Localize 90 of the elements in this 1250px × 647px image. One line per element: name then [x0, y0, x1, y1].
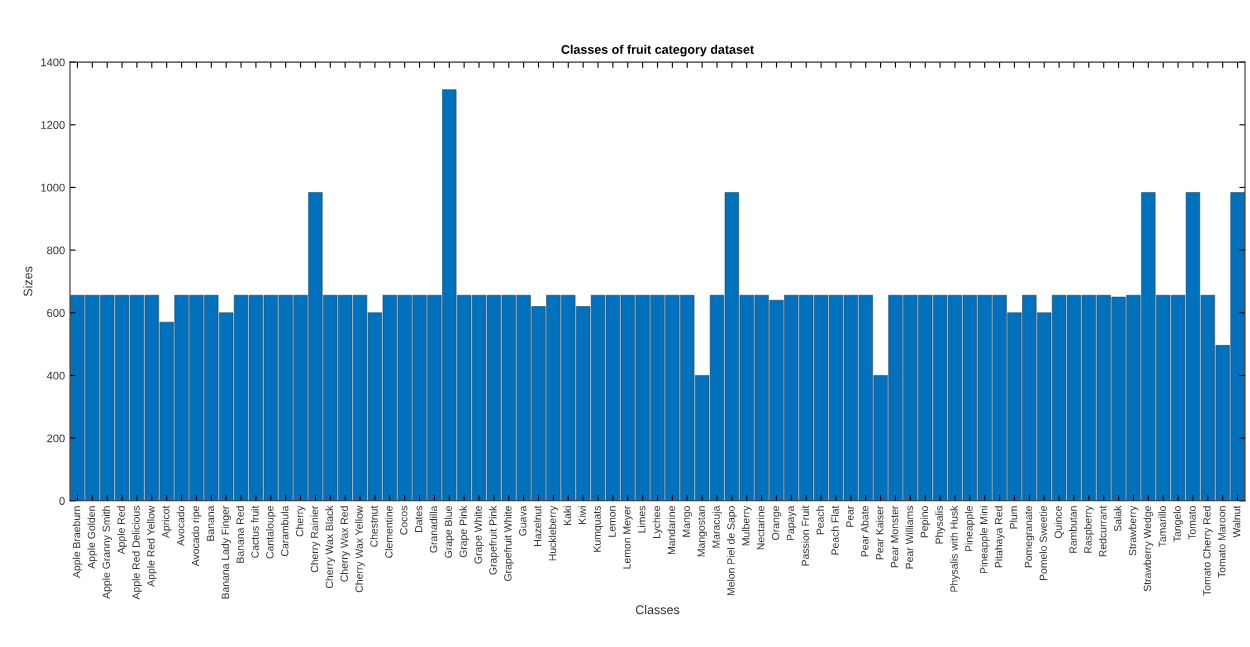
x-tick-label: Apple Red Delicious — [132, 506, 142, 600]
x-tick-label: Tomato Maroon — [1218, 506, 1226, 578]
x-tick-label: Cherry Wax Red — [340, 506, 351, 582]
x-tick-label: Clementine — [384, 506, 393, 558]
x-tick-label: Raspberry — [1083, 505, 1094, 553]
x-tick-label: Salak — [1113, 505, 1122, 532]
x-tick-label: Huckleberry — [548, 505, 559, 561]
x-tick-label: Grapefruit Pink — [489, 505, 499, 575]
y-tick-label: 1200 — [41, 121, 65, 129]
x-tick-label: Lychee — [652, 506, 663, 538]
x-tick-label: Grape White — [474, 506, 484, 564]
x-tick-label: Apricot — [161, 505, 172, 539]
x-tick-label: Pomelo Sweetie — [1039, 506, 1048, 581]
x-tick-label: Pomegranate — [1024, 506, 1035, 568]
x-tick-label: Tangelo — [1173, 506, 1183, 542]
x-tick-label: Apple Braeburn — [72, 506, 83, 578]
x-tick-label: Guava — [519, 505, 527, 536]
y-axis-title: Sizes — [23, 266, 33, 297]
x-tick-label: Mulberry — [741, 505, 752, 546]
x-tick-label: Plum — [1009, 506, 1018, 529]
chart-title: Classes of fruit category dataset — [561, 44, 754, 57]
x-tick-label: Limes — [637, 506, 646, 533]
x-tick-label: Peach Flat — [831, 505, 839, 555]
x-tick-label: Apple Red Yellow — [146, 505, 157, 587]
x-tick-label: Granadilla — [429, 505, 438, 553]
y-tick-label: 200 — [47, 434, 65, 443]
x-tick-label: Redcurrant — [1098, 505, 1107, 557]
x-tick-label: Strawberry — [1128, 505, 1139, 556]
x-tick-label: Hazelnut — [533, 505, 542, 546]
x-tick-label: Grape Pink — [459, 505, 469, 558]
x-tick-label: Apple Granny Smith — [102, 506, 113, 599]
x-tick-label: Apple Red — [117, 506, 127, 555]
x-tick-label: Orange — [771, 506, 782, 540]
x-tick-label: Passion Fruit — [801, 505, 810, 566]
y-tick-label: 1000 — [41, 183, 65, 192]
x-tick-label: Pitahaya Red — [994, 506, 1005, 568]
x-tick-label: Melon Piel de Sapo — [727, 506, 737, 596]
x-tick-label: Avocado ripe — [191, 506, 202, 567]
x-tick-label: Maracuja — [712, 505, 722, 548]
x-tick-label: Banana Lady Finger — [221, 505, 232, 599]
x-tick-label: Avocado — [176, 506, 185, 546]
x-tick-label: Carambula — [280, 505, 289, 557]
x-tick-label: Kumquats — [593, 506, 603, 552]
x-tick-label: Quince — [1054, 506, 1064, 539]
x-tick-label: Peach — [816, 506, 824, 535]
x-tick-label: Pineapple Mini — [979, 506, 990, 574]
y-tick-label: 1400 — [41, 58, 65, 67]
x-tick-label: Banana — [206, 505, 215, 541]
x-tick-label: Cherry Wax Yellow — [355, 505, 365, 593]
x-tick-label: Pear Monster — [891, 505, 899, 568]
x-tick-label: Dates — [415, 506, 423, 532]
x-tick-label: Papaya — [786, 505, 797, 541]
x-tick-label: Lemon Meyer — [623, 505, 633, 569]
x-tick-label: Cocos — [400, 506, 408, 535]
x-tick-label: Cherry Rainier — [310, 505, 321, 573]
x-tick-label: Rambutan — [1069, 506, 1077, 553]
x-tick-label: Cantaloupe — [265, 506, 276, 559]
x-tick-label: Cherry Wax Black — [325, 505, 336, 589]
y-tick-label: 0 — [59, 497, 65, 505]
x-tick-label: Nectarine — [756, 506, 765, 550]
x-tick-label: Grape Blue — [444, 506, 455, 558]
x-tick-label: Mango — [682, 506, 693, 537]
x-tick-label: Walnut — [1232, 505, 1241, 538]
x-tick-label: Mandarine — [667, 506, 676, 554]
x-tick-label: Tomato — [1188, 506, 1196, 540]
x-tick-label: Grapefruit White — [503, 506, 514, 581]
x-tick-label: Apple Golden — [87, 506, 98, 569]
x-tick-label: Pear Kaiser — [875, 505, 884, 560]
x-tick-label: Pear Abate — [860, 506, 869, 557]
x-tick-label: Physalis with Husk — [950, 505, 960, 592]
x-axis-title: Classes — [635, 605, 680, 615]
x-tick-label: Pineapple — [964, 506, 975, 552]
x-tick-label: Tamarillo — [1158, 506, 1166, 548]
x-tick-label: Pepino — [920, 506, 931, 538]
x-tick-label: Physalis — [935, 506, 945, 544]
x-tick-label: Cherry — [295, 505, 306, 537]
x-tick-label: Banana Red — [236, 506, 244, 563]
x-tick-label: Pear — [846, 505, 854, 527]
x-tick-label: Chestnut — [370, 505, 378, 547]
x-tick-label: Kiwi — [578, 506, 586, 524]
x-tick-label: Lemon — [608, 506, 616, 537]
x-tick-label: Mangostan — [697, 506, 707, 557]
x-tick-label: Tomato Cherry Red — [1202, 506, 1213, 596]
x-tick-label: Cactus fruit — [251, 505, 259, 558]
x-tick-label: Kaki — [563, 506, 572, 526]
y-tick-label: 400 — [46, 371, 65, 380]
y-tick-label: 800 — [47, 246, 65, 255]
y-tick-label: 600 — [47, 309, 65, 317]
x-tick-label: Pear Williams — [905, 506, 914, 569]
x-tick-label: Strawberry Wedge — [1143, 506, 1154, 592]
